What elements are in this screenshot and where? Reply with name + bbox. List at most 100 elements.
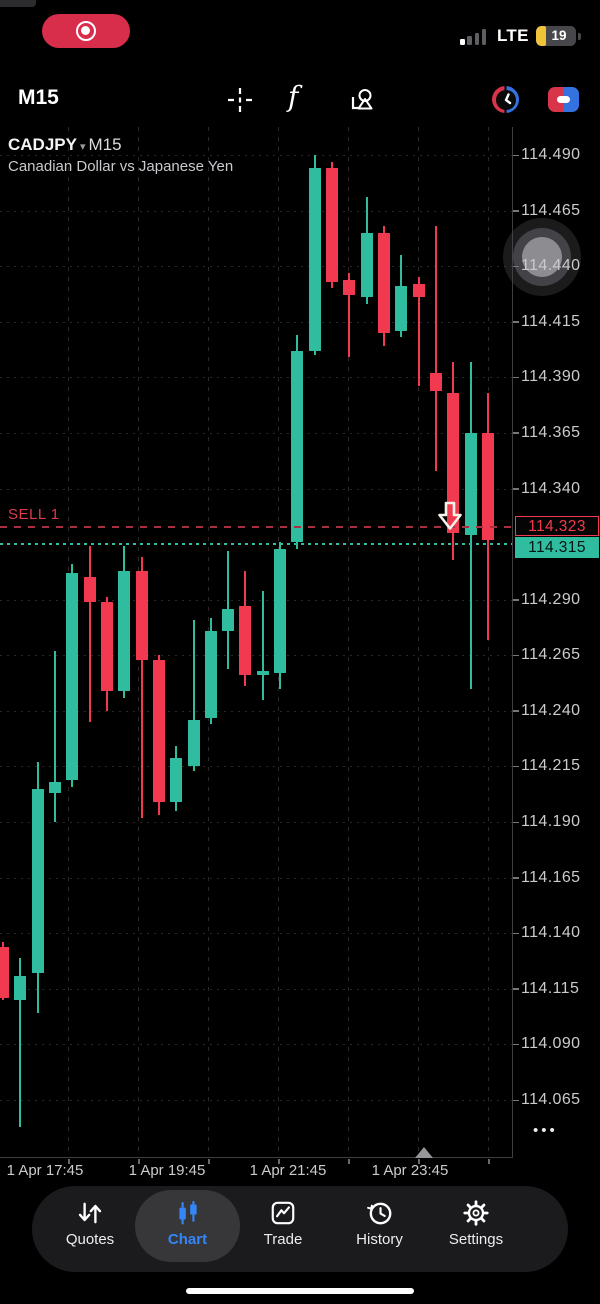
price-axis-label: 114.465 xyxy=(521,201,581,219)
battery-icon xyxy=(536,26,576,46)
price-axis-label: 114.340 xyxy=(521,479,581,497)
candle-wick xyxy=(435,226,437,471)
price-axis-tick xyxy=(513,654,519,657)
price-axis-label: 114.440 xyxy=(521,257,581,275)
nav-tab-quotes[interactable]: Quotes xyxy=(42,1196,138,1262)
candle-body xyxy=(308,168,321,351)
objects-icon[interactable] xyxy=(346,85,376,115)
time-axis-tick xyxy=(418,1159,420,1164)
candle-body xyxy=(481,432,494,540)
price-axis-label: 114.290 xyxy=(521,590,581,608)
price-axis-label: 114.415 xyxy=(521,312,581,330)
candle-wick xyxy=(348,272,351,358)
candle-body xyxy=(187,719,200,767)
gridline-horizontal xyxy=(0,766,512,768)
gridline-horizontal xyxy=(0,599,512,601)
chart-symbol: CADJPY xyxy=(8,135,77,154)
price-axis-tick xyxy=(513,1099,519,1102)
nav-label-history: History xyxy=(356,1231,403,1248)
gridline-horizontal xyxy=(0,488,512,490)
candle-body xyxy=(291,350,304,542)
price-axis-tick xyxy=(513,376,519,379)
screen-recording-pill[interactable] xyxy=(42,14,130,48)
nav-label-chart: Chart xyxy=(167,1231,208,1248)
trade-chart-icon xyxy=(235,1196,331,1230)
time-axis-label: 1 Apr 19:45 xyxy=(128,1162,206,1179)
chart-plot[interactable]: SELL 1 xyxy=(0,127,512,1158)
candle-body xyxy=(239,606,252,676)
price-axis-tick xyxy=(513,210,519,212)
gridline-horizontal xyxy=(0,432,512,434)
record-icon xyxy=(76,21,96,41)
axis-marker-triangle xyxy=(415,1147,433,1158)
candle-wick xyxy=(88,546,91,722)
battery-fill xyxy=(536,26,546,46)
nav-tab-trade[interactable]: Trade xyxy=(235,1196,331,1262)
price-axis-tick xyxy=(513,599,519,601)
gridline-horizontal xyxy=(0,210,512,212)
gridline-horizontal xyxy=(0,710,512,712)
trade-panel-icon[interactable] xyxy=(548,87,579,112)
timeframe-button[interactable]: M15 xyxy=(18,86,59,109)
sell-order-line[interactable] xyxy=(0,526,512,528)
battery-level-text: 19 xyxy=(551,28,567,43)
price-axis-tick xyxy=(513,932,519,935)
time-axis-tick xyxy=(278,1159,280,1164)
price-axis-label: 114.090 xyxy=(521,1035,581,1053)
chart-description: Canadian Dollar vs Japanese Yen xyxy=(8,158,234,175)
time-axis-label: 1 Apr 21:45 xyxy=(249,1162,327,1179)
candle-body xyxy=(412,283,425,298)
price-axis-label: 114.140 xyxy=(521,924,581,942)
price-axis-label: 114.190 xyxy=(521,813,581,831)
sell-arrow-marker xyxy=(438,502,463,531)
current-price-line xyxy=(0,543,512,546)
network-type-label: LTE xyxy=(497,26,529,45)
candle-body xyxy=(222,608,235,631)
candle-body xyxy=(274,548,287,674)
candle-wick xyxy=(53,650,56,823)
candle-body xyxy=(447,392,460,533)
candle-body xyxy=(48,782,61,794)
price-axis-label: 114.215 xyxy=(521,757,581,775)
candle-wick xyxy=(140,557,143,818)
chart-symbol-dropdown[interactable]: CADJPY ▾ M15 xyxy=(8,134,122,158)
bottom-nav-bar xyxy=(32,1186,568,1272)
time-axis-label: 1 Apr 23:45 xyxy=(371,1162,449,1179)
price-axis-tick xyxy=(513,988,519,990)
candle-body xyxy=(326,168,339,282)
gridline-vertical xyxy=(348,127,349,1157)
gridline-horizontal xyxy=(0,655,512,657)
nav-tab-history[interactable]: History xyxy=(332,1196,428,1262)
candle-body xyxy=(14,975,27,1000)
gridline-horizontal xyxy=(0,266,512,268)
price-axis-tick xyxy=(513,432,519,434)
chart-timeframe: M15 xyxy=(88,135,122,154)
nav-tab-settings[interactable]: Settings xyxy=(428,1196,524,1262)
crosshair-icon[interactable] xyxy=(225,85,255,115)
sell-price-badge: 114.323 xyxy=(515,515,599,536)
time-axis-tick xyxy=(138,1159,140,1164)
price-axis-tick xyxy=(513,321,519,323)
price-axis-label: 114.390 xyxy=(521,368,581,386)
gridline-horizontal xyxy=(0,822,512,824)
price-axis-label: 114.365 xyxy=(521,423,581,441)
candle-wick xyxy=(417,277,420,387)
price-axis[interactable]: 114.323 114.315 ••• 114.490 114.465 114.44… xyxy=(503,127,600,1158)
gridline-horizontal xyxy=(0,321,512,323)
home-indicator[interactable] xyxy=(186,1288,414,1294)
time-axis-tick xyxy=(208,1159,210,1164)
price-axis-tick xyxy=(513,765,519,768)
candle-body xyxy=(256,670,269,676)
price-axis-label: 114.115 xyxy=(521,979,580,997)
price-axis-tick xyxy=(513,488,519,490)
gridline-vertical xyxy=(488,127,489,1157)
candle-wick xyxy=(261,590,264,700)
candle-body xyxy=(118,570,131,691)
nav-tab-chart[interactable]: Chart xyxy=(140,1196,236,1262)
price-axis-tick xyxy=(513,821,519,824)
signal-bars-icon xyxy=(460,28,490,45)
session-clock-icon[interactable] xyxy=(492,86,519,113)
candle-body xyxy=(395,286,408,331)
indicators-icon[interactable]: f xyxy=(288,80,299,113)
